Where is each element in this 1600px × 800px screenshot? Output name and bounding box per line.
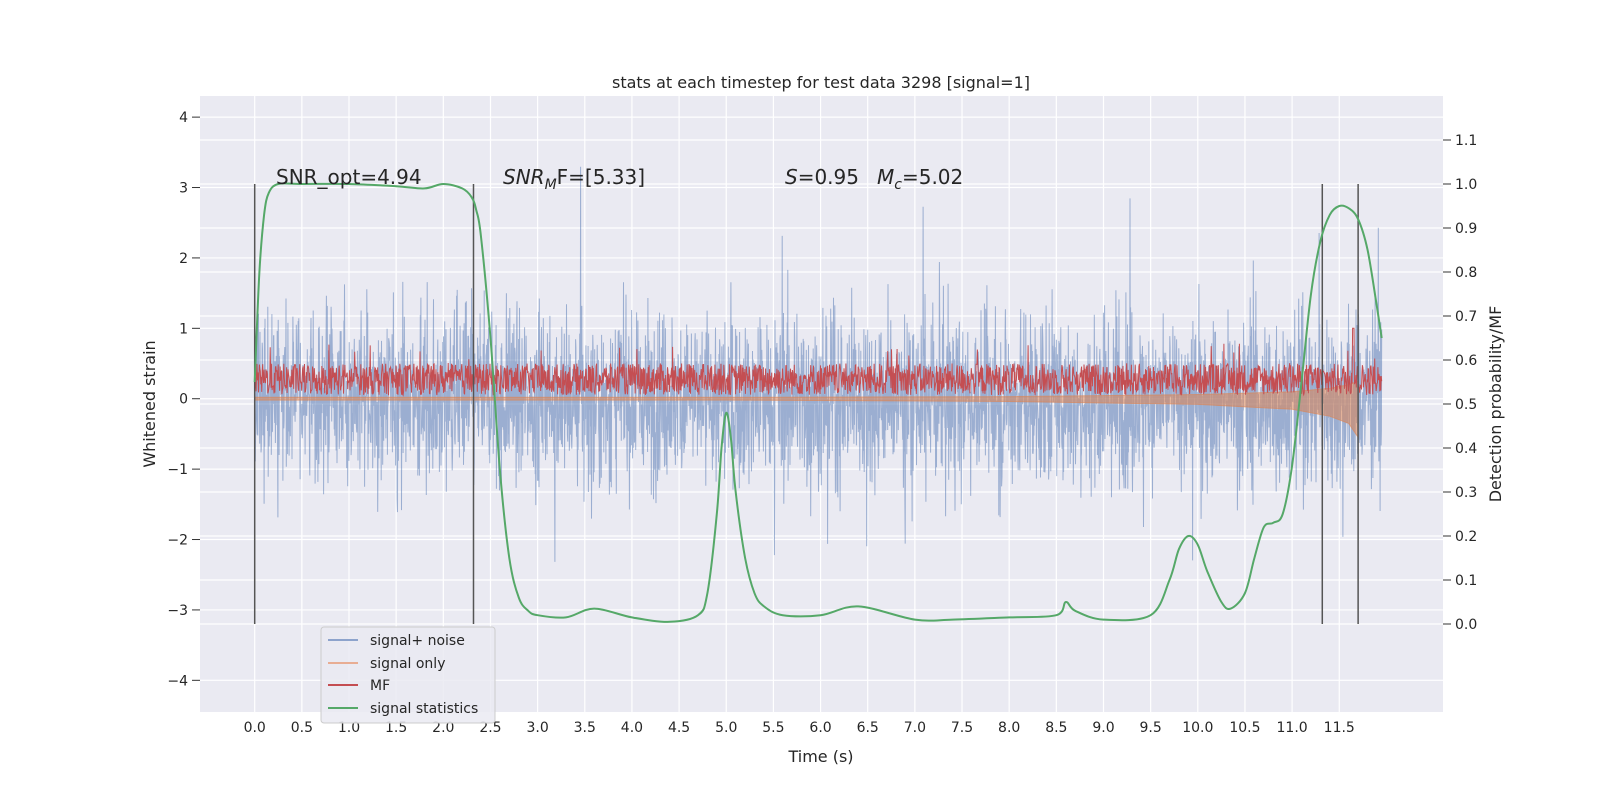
- snr-mf-rest: F=[5.33]: [557, 165, 645, 189]
- x-tick-label: 7.5: [951, 720, 973, 736]
- y-left-tick-label: −1: [167, 462, 188, 478]
- x-tick-label: 10.5: [1229, 720, 1260, 736]
- x-tick-label: 6.0: [809, 720, 831, 736]
- y-axis-right-ticks: 1.1 1.0 0.9 0.8 0.7 0.6 0.5 0.4 0.3 0.2 0.1 0.0: [1443, 133, 1477, 633]
- y-left-tick-label: −3: [167, 603, 188, 619]
- y-right-tick-label: 0.7: [1455, 309, 1477, 325]
- mc-base: M: [877, 165, 894, 189]
- x-tick-label: 9.5: [1140, 720, 1162, 736]
- y-right-tick-label: 0.8: [1455, 265, 1477, 281]
- y-right-tick-label: 0.6: [1455, 353, 1477, 369]
- y-left-tick-label: 2: [179, 251, 188, 267]
- y-left-tick-label: −4: [167, 673, 188, 689]
- x-tick-label: 0.0: [244, 720, 266, 736]
- x-tick-label: 11.5: [1324, 720, 1355, 736]
- x-tick-label: 5.5: [762, 720, 784, 736]
- mc-sub: c: [894, 177, 902, 193]
- x-tick-label: 1.0: [338, 720, 360, 736]
- x-axis-label: Time (s): [787, 747, 853, 766]
- annotation-snr-mf: SNRMF=[5.33]: [503, 165, 645, 193]
- x-tick-label: 7.0: [904, 720, 926, 736]
- snr-mf-sub: M: [545, 177, 557, 193]
- annotation-s-mc: S=0.95 Mc=5.02: [785, 165, 963, 193]
- line-mf: [254, 327, 1383, 397]
- legend-label-mf: MF: [370, 678, 390, 694]
- x-tick-label: 3.0: [526, 720, 548, 736]
- line-signal-statistics: [253, 182, 1383, 623]
- x-tick-label: 2.5: [479, 720, 501, 736]
- series-mf: [254, 327, 1383, 397]
- y-right-tick-label: 1.0: [1455, 177, 1477, 193]
- y-axis-right-label: Detection probability/MF: [1486, 306, 1505, 503]
- series-signal-statistics: [253, 182, 1383, 623]
- x-tick-label: 4.5: [668, 720, 690, 736]
- y-axis-left-ticks: 4 3 2 1 0 −1 −2 −3 −4: [167, 110, 200, 689]
- y-left-tick-label: 1: [179, 321, 188, 337]
- y-left-tick-label: 3: [179, 181, 188, 197]
- legend-label-noise: signal+ noise: [370, 633, 465, 649]
- x-tick-label: 0.5: [291, 720, 313, 736]
- legend-box: [320, 626, 496, 724]
- x-tick-label: 10.0: [1182, 720, 1213, 736]
- y-left-tick-label: −2: [167, 533, 188, 549]
- y-right-tick-label: 0.3: [1455, 485, 1477, 501]
- x-tick-label: 2.0: [432, 720, 454, 736]
- y-left-tick-label: 0: [179, 392, 188, 408]
- x-tick-label: 8.0: [998, 720, 1020, 736]
- y-axis-left-label: Whitened strain: [140, 340, 159, 467]
- s-value: =0.95: [798, 165, 859, 189]
- annotation-snr-opt: SNR_opt=4.94: [276, 165, 422, 189]
- legend: signal+ noise signal only MF signal stat…: [320, 626, 496, 724]
- x-tick-label: 8.5: [1045, 720, 1067, 736]
- chart-title: stats at each timestep for test data 329…: [612, 73, 1030, 92]
- y-right-tick-label: 0.5: [1455, 397, 1477, 413]
- y-right-tick-label: 0.1: [1455, 573, 1477, 589]
- x-axis-ticks: 0.0 0.5 1.0 1.5 2.0 2.5 3.0 3.5 4.0 4.5 5.0 5.5 6.0 6…: [244, 720, 1355, 736]
- x-tick-label: 3.5: [574, 720, 596, 736]
- x-tick-label: 9.0: [1092, 720, 1114, 736]
- x-tick-label: 4.0: [621, 720, 643, 736]
- x-tick-label: 1.5: [385, 720, 407, 736]
- x-tick-label: 5.0: [715, 720, 737, 736]
- legend-label-signal: signal only: [370, 656, 445, 672]
- s-label: S: [785, 165, 798, 189]
- mc-value: =5.02: [902, 165, 963, 189]
- x-tick-label: 11.0: [1277, 720, 1308, 736]
- y-right-tick-label: 0.4: [1455, 441, 1477, 457]
- y-right-tick-label: 0.0: [1455, 617, 1477, 633]
- snr-mf-base: SNR: [503, 165, 545, 189]
- y-right-tick-label: 0.2: [1455, 529, 1477, 545]
- y-right-tick-label: 1.1: [1455, 133, 1477, 149]
- legend-label-stat: signal statistics: [370, 701, 478, 717]
- x-tick-label: 6.5: [857, 720, 879, 736]
- vertical-markers: [253, 184, 1359, 624]
- y-left-tick-label: 4: [179, 110, 188, 126]
- y-right-tick-label: 0.9: [1455, 221, 1477, 237]
